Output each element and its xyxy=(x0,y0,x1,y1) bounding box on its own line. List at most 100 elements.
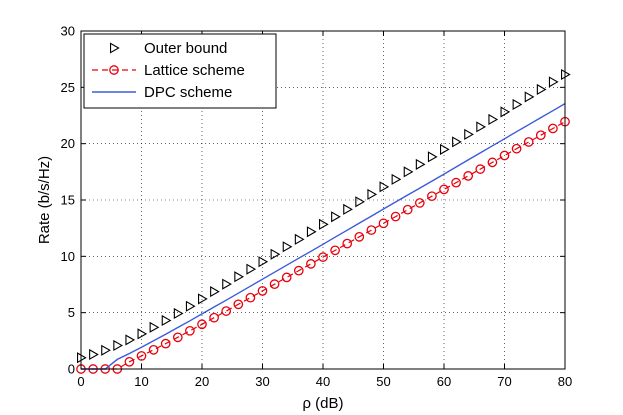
legend-label-outer-bound: Outer bound xyxy=(144,40,227,57)
outer-bound-marker xyxy=(258,256,269,268)
outer-bound-marker xyxy=(464,128,474,140)
outer-bound-marker xyxy=(524,91,535,103)
outer-bound-marker xyxy=(294,233,305,245)
y-tick-label: 20 xyxy=(61,136,75,151)
lattice-scheme-marker xyxy=(366,225,377,235)
lattice-scheme-marker xyxy=(499,150,510,161)
outer-bound-marker xyxy=(149,321,160,333)
x-tick-label: 0 xyxy=(77,374,84,389)
outer-bound-marker xyxy=(210,286,220,298)
outer-bound-marker xyxy=(331,211,341,223)
outer-bound-marker xyxy=(185,300,196,312)
lattice-scheme-marker xyxy=(281,272,292,283)
outer-bound-marker xyxy=(500,106,511,118)
outer-bound-marker xyxy=(161,314,172,326)
axis-ticks: 0 10 20 30 40 50 60 70 80 0 5 10 15 20 25 30 xyxy=(61,24,573,390)
outer-bound-marker xyxy=(355,196,366,208)
lattice-scheme-marker xyxy=(463,171,474,181)
x-tick-label: 30 xyxy=(255,374,269,389)
outer-bound-marker xyxy=(536,83,547,96)
legend-label-dpc-scheme: DPC scheme xyxy=(144,84,232,101)
outer-bound-marker xyxy=(427,151,438,163)
outer-bound-marker xyxy=(379,181,390,193)
outer-bound-marker xyxy=(560,68,571,81)
x-tick-label: 10 xyxy=(134,374,148,389)
outer-bound-marker xyxy=(415,158,426,170)
x-tick-label: 80 xyxy=(558,374,572,389)
outer-bound-marker xyxy=(89,348,99,361)
lattice-scheme-marker xyxy=(427,191,437,202)
y-axis-label: Rate (b/s/Hz) xyxy=(36,156,53,244)
outer-bound-marker xyxy=(246,263,257,275)
x-tick-label: 40 xyxy=(316,374,330,389)
lattice-scheme-marker xyxy=(233,299,244,310)
x-tick-label: 60 xyxy=(437,374,451,389)
outer-bound-marker xyxy=(439,143,450,155)
lattice-scheme-marker xyxy=(172,332,183,343)
lattice-scheme-marker xyxy=(318,252,328,262)
legend-label-lattice-scheme: Lattice scheme xyxy=(144,62,245,79)
lattice-scheme-marker xyxy=(185,325,195,336)
y-tick-label: 30 xyxy=(61,24,75,39)
outer-bound-marker xyxy=(173,307,184,320)
outer-bound-marker xyxy=(391,173,402,185)
x-tick-label: 50 xyxy=(376,374,390,389)
outer-bound-marker xyxy=(101,344,111,356)
outer-bound-marker xyxy=(512,98,523,111)
y-tick-label: 10 xyxy=(61,249,75,264)
outer-bound-marker xyxy=(343,203,353,215)
lattice-scheme-marker xyxy=(548,123,558,134)
lattice-scheme-marker xyxy=(523,137,534,147)
outer-bound-marker xyxy=(282,241,293,253)
lattice-scheme-marker xyxy=(378,218,389,229)
lattice-scheme-marker xyxy=(342,238,353,249)
lattice-scheme-marker xyxy=(136,351,147,361)
outer-bound-marker xyxy=(222,278,232,290)
lattice-scheme-marker xyxy=(402,204,413,215)
lattice-scheme-marker xyxy=(209,312,219,323)
lattice-scheme-marker xyxy=(257,286,268,296)
lattice-scheme-marker xyxy=(148,344,159,355)
lattice-scheme-marker xyxy=(124,356,135,367)
dpc-scheme-line xyxy=(81,102,566,370)
lattice-scheme-marker xyxy=(245,292,256,303)
lattice-scheme-marker xyxy=(160,338,171,349)
lattice-scheme-marker xyxy=(306,259,316,269)
outer-bound-marker xyxy=(476,121,487,133)
lattice-scheme-marker xyxy=(439,184,449,195)
outer-bound-marker xyxy=(125,334,136,346)
lattice-scheme-marker xyxy=(293,265,304,276)
lattice-scheme-marker xyxy=(475,164,486,174)
lattice-scheme-marker xyxy=(269,279,280,290)
lattice-scheme-marker xyxy=(197,319,207,330)
y-tick-label: 15 xyxy=(61,193,75,208)
plot-area xyxy=(76,68,571,374)
outer-bound-marker xyxy=(198,293,208,305)
outer-bound-marker xyxy=(488,113,499,125)
lattice-scheme-marker xyxy=(221,306,232,316)
lattice-scheme-marker xyxy=(487,157,498,168)
outer-bound-marker xyxy=(306,226,317,238)
lattice-scheme-marker xyxy=(414,198,425,208)
y-tick-label: 5 xyxy=(68,305,75,320)
x-tick-label: 70 xyxy=(497,374,511,389)
lattice-scheme-marker xyxy=(390,211,401,222)
x-axis-label: ρ (dB) xyxy=(302,395,343,412)
outer-bound-marker xyxy=(548,76,559,88)
outer-bound-marker xyxy=(318,218,329,230)
outer-bound-marker xyxy=(367,188,378,200)
y-tick-label: 25 xyxy=(61,80,75,95)
legend-marker-outer-bound xyxy=(110,42,120,54)
lattice-scheme-marker xyxy=(354,231,365,242)
lattice-scheme-marker xyxy=(535,130,546,141)
outer-bound-marker xyxy=(234,271,245,283)
x-tick-label: 20 xyxy=(195,374,209,389)
outer-bound-marker xyxy=(403,166,414,178)
outer-bound-marker xyxy=(113,339,124,352)
lattice-scheme-marker xyxy=(451,177,461,188)
outer-bound-marker xyxy=(77,352,87,364)
legend: Outer bound Lattice scheme DPC scheme xyxy=(83,33,277,109)
outer-bound-marker xyxy=(452,136,462,148)
y-tick-label: 0 xyxy=(68,362,75,377)
